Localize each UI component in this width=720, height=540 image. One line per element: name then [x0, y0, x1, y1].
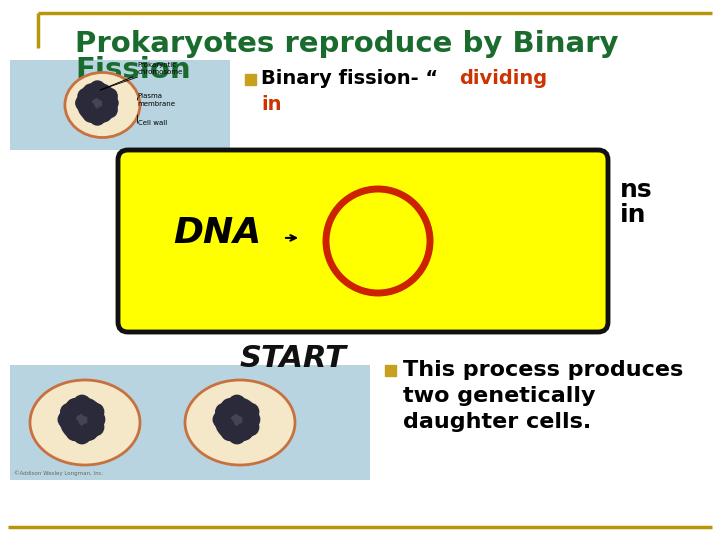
- Circle shape: [242, 403, 258, 420]
- Circle shape: [102, 89, 117, 104]
- Text: Plasma
membrane: Plasma membrane: [138, 93, 176, 106]
- Circle shape: [221, 424, 238, 441]
- Circle shape: [81, 423, 97, 440]
- Circle shape: [73, 427, 91, 444]
- Circle shape: [229, 427, 246, 444]
- Text: Cell wall: Cell wall: [138, 120, 167, 126]
- Circle shape: [216, 404, 233, 420]
- Text: ns: ns: [620, 178, 652, 202]
- Circle shape: [66, 424, 83, 441]
- Circle shape: [76, 96, 91, 111]
- Text: Fission: Fission: [75, 56, 191, 84]
- Circle shape: [58, 411, 75, 428]
- Circle shape: [78, 83, 117, 123]
- Ellipse shape: [185, 380, 295, 465]
- Circle shape: [103, 96, 118, 111]
- Circle shape: [66, 399, 84, 415]
- Bar: [245, 74, 256, 85]
- Text: in: in: [620, 203, 647, 227]
- Ellipse shape: [30, 380, 140, 465]
- Text: This process produces: This process produces: [403, 360, 683, 380]
- Text: DNA: DNA: [173, 216, 261, 250]
- Circle shape: [87, 419, 104, 436]
- Text: Prokaryotic
chromosome: Prokaryotic chromosome: [138, 62, 183, 75]
- Circle shape: [79, 102, 94, 117]
- Circle shape: [96, 106, 112, 122]
- Circle shape: [90, 110, 105, 125]
- Circle shape: [60, 404, 78, 420]
- Circle shape: [78, 89, 93, 104]
- Circle shape: [96, 85, 111, 100]
- Circle shape: [84, 107, 99, 122]
- Circle shape: [88, 411, 104, 428]
- Bar: [385, 365, 396, 376]
- Circle shape: [222, 399, 238, 415]
- Text: Prokaryotes reproduce by Binary: Prokaryotes reproduce by Binary: [75, 30, 618, 58]
- Circle shape: [217, 418, 234, 435]
- Circle shape: [87, 403, 104, 420]
- Circle shape: [235, 423, 253, 440]
- Text: ©Addison Wesley Longman, Inc.: ©Addison Wesley Longman, Inc.: [14, 470, 104, 476]
- Text: in: in: [261, 94, 282, 113]
- Ellipse shape: [65, 72, 140, 138]
- Circle shape: [213, 411, 230, 428]
- Circle shape: [84, 84, 99, 99]
- FancyBboxPatch shape: [118, 150, 608, 332]
- Circle shape: [62, 418, 79, 435]
- Circle shape: [229, 395, 246, 412]
- Bar: [10, 365, 370, 480]
- Circle shape: [243, 411, 260, 428]
- Text: Binary fission- “: Binary fission- “: [261, 70, 438, 89]
- Circle shape: [215, 397, 259, 442]
- Circle shape: [242, 419, 258, 436]
- Circle shape: [73, 395, 91, 412]
- Circle shape: [235, 400, 252, 416]
- Circle shape: [60, 397, 104, 442]
- Bar: [10, 60, 230, 150]
- Text: daughter cells.: daughter cells.: [403, 412, 591, 432]
- Circle shape: [90, 81, 105, 96]
- Text: START: START: [239, 344, 346, 373]
- Circle shape: [80, 400, 97, 416]
- Text: two genetically: two genetically: [403, 386, 595, 406]
- Text: dividing: dividing: [459, 70, 547, 89]
- Circle shape: [102, 103, 117, 118]
